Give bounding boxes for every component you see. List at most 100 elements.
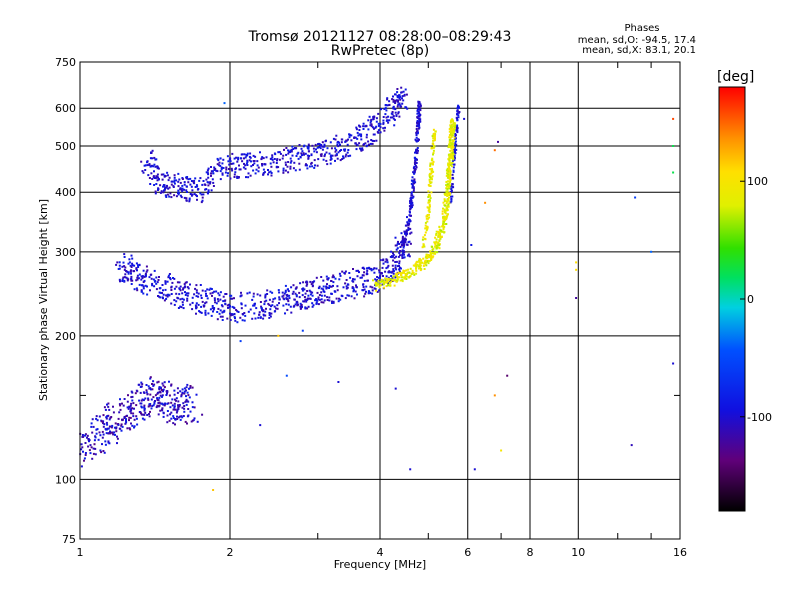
data-point: [242, 166, 245, 169]
data-point: [169, 413, 172, 416]
data-point: [315, 148, 317, 151]
data-point: [268, 298, 271, 301]
data-point: [153, 269, 156, 272]
data-point: [110, 426, 113, 429]
data-point: [348, 134, 351, 137]
data-point: [414, 138, 417, 141]
data-point: [107, 402, 110, 405]
data-point: [401, 249, 404, 252]
data-point: [432, 252, 435, 255]
data-point: [177, 180, 180, 183]
data-point: [222, 295, 225, 298]
data-point: [320, 155, 323, 157]
data-point: [245, 154, 248, 157]
data-point: [178, 281, 181, 284]
data-point: [447, 186, 450, 188]
data-point: [405, 106, 408, 109]
data-point: [203, 305, 205, 308]
data-point: [399, 279, 402, 282]
data-point: [334, 154, 337, 157]
data-point: [382, 116, 385, 118]
data-point: [434, 243, 437, 246]
chart-title: Tromsø 20121127 08:28:00–08:29:43: [248, 29, 512, 45]
data-point: [179, 188, 182, 191]
data-point: [164, 194, 167, 197]
data-point: [354, 142, 357, 145]
data-point: [385, 275, 388, 278]
data-point: [287, 149, 289, 152]
data-point: [418, 259, 421, 262]
data-point: [432, 247, 435, 250]
data-point: [431, 142, 434, 145]
data-point: [122, 261, 125, 264]
data-point: [443, 215, 446, 218]
data-point: [212, 185, 215, 187]
data-point: [429, 172, 432, 175]
data-point: [448, 157, 451, 160]
data-point: [229, 314, 232, 317]
data-point: [392, 98, 395, 101]
data-point: [282, 294, 285, 297]
data-point: [371, 289, 374, 292]
data-point: [151, 405, 154, 407]
data-point: [453, 127, 456, 130]
data-point: [273, 305, 276, 308]
data-point: [418, 265, 421, 268]
data-point: [396, 100, 399, 103]
data-point: [157, 402, 160, 404]
data-point: [443, 223, 446, 226]
data-point: [213, 290, 216, 293]
data-point: [448, 153, 451, 156]
data-point: [182, 307, 185, 310]
data-point: [408, 255, 411, 258]
data-point: [196, 195, 198, 198]
data-point: [125, 421, 128, 424]
data-point: [246, 159, 249, 162]
data-point: [282, 169, 285, 172]
data-point: [413, 178, 416, 181]
data-point: [426, 225, 429, 228]
data-point: [84, 442, 87, 444]
data-point: [300, 147, 303, 150]
data-point: [454, 135, 457, 138]
data-point: [448, 180, 451, 183]
data-point: [236, 321, 239, 324]
data-point: [451, 160, 454, 162]
data-point: [87, 445, 90, 448]
data-point: [497, 140, 499, 143]
data-point: [308, 155, 311, 157]
data-point: [98, 415, 101, 418]
data-point: [356, 293, 358, 296]
data-point: [184, 420, 187, 423]
data-point: [256, 293, 259, 296]
data-point: [275, 165, 278, 168]
colorbar-label: [deg]: [717, 69, 754, 85]
data-point: [374, 288, 377, 290]
data-point: [116, 442, 118, 445]
data-point: [363, 279, 366, 282]
data-point: [312, 304, 315, 307]
data-point: [417, 100, 420, 103]
data-point: [128, 419, 130, 422]
data-point: [164, 402, 167, 405]
data-point: [233, 157, 236, 160]
data-point: [178, 405, 181, 408]
data-point: [284, 284, 287, 287]
data-point: [90, 422, 93, 425]
data-point: [173, 176, 176, 179]
data-point: [146, 414, 149, 416]
data-point: [324, 153, 326, 156]
data-point: [128, 427, 131, 430]
data-point: [163, 184, 166, 187]
data-point: [149, 289, 151, 292]
data-point: [445, 180, 448, 183]
data-point: [130, 422, 132, 425]
data-point: [189, 193, 192, 195]
data-point: [358, 124, 360, 127]
data-point: [363, 267, 366, 270]
data-point: [429, 197, 432, 200]
data-point: [399, 246, 402, 248]
data-point: [424, 238, 427, 241]
data-point: [410, 192, 413, 195]
data-point: [410, 273, 413, 275]
